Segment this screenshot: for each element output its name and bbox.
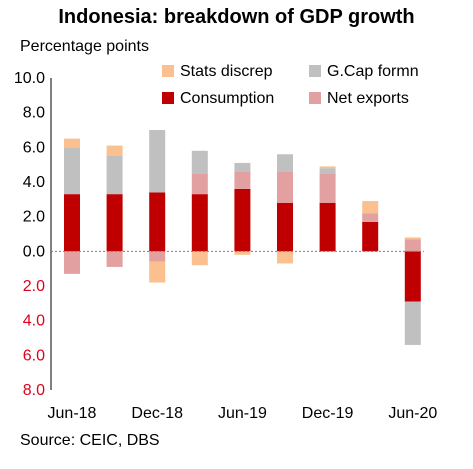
legend-label: G.Cap formn bbox=[327, 63, 419, 80]
x-tick-label: Jun-20 bbox=[388, 405, 437, 422]
y-tick-label: 6.0 bbox=[23, 139, 45, 156]
y-axis-units-label: Percentage points bbox=[20, 38, 149, 55]
bar-segment bbox=[106, 194, 123, 252]
bar-segment bbox=[64, 251, 80, 274]
bar-segment bbox=[277, 171, 293, 203]
bar-segment bbox=[362, 201, 379, 214]
bar-segment bbox=[106, 251, 123, 267]
bar-segment bbox=[191, 194, 208, 252]
legend-label: Consumption bbox=[180, 90, 274, 107]
legend-label: Stats discrep bbox=[180, 63, 273, 80]
y-tick-label: 2.0 bbox=[23, 278, 45, 295]
legend-label: Net exports bbox=[327, 90, 409, 107]
source-note: Source: CEIC, DBS bbox=[20, 432, 160, 449]
bar-segment bbox=[149, 251, 166, 262]
bar-segment bbox=[277, 202, 293, 252]
bar-segment bbox=[277, 154, 293, 172]
bar-segment bbox=[106, 145, 123, 156]
y-tick-label: 8.0 bbox=[23, 382, 45, 399]
bar-segment bbox=[277, 251, 293, 264]
bar-segment bbox=[149, 192, 166, 252]
bar-segment bbox=[319, 173, 336, 203]
bar-segment bbox=[404, 251, 421, 302]
bar-segment bbox=[404, 237, 421, 240]
x-tick-label: Jun-18 bbox=[48, 405, 97, 422]
x-tick-label: Dec-18 bbox=[131, 405, 183, 422]
y-tick-label: 8.0 bbox=[23, 105, 45, 122]
bar-segment bbox=[404, 239, 421, 252]
bar-segment bbox=[234, 188, 251, 252]
bar-segment bbox=[106, 156, 123, 195]
bar-segment bbox=[191, 173, 208, 195]
bar-segment bbox=[362, 213, 379, 222]
y-tick-label: 0.0 bbox=[23, 243, 45, 260]
bar-segment bbox=[64, 138, 80, 148]
bar-segment bbox=[404, 301, 421, 345]
legend-swatch bbox=[309, 65, 321, 77]
x-tick-label: Dec-19 bbox=[302, 405, 354, 422]
bar-segment bbox=[319, 166, 336, 169]
bar-segment bbox=[149, 130, 166, 193]
bar-segment bbox=[234, 162, 251, 172]
y-tick-label: 2.0 bbox=[23, 209, 45, 226]
bar-segment bbox=[234, 251, 251, 255]
y-tick-label: 6.0 bbox=[23, 347, 45, 364]
legend-swatch bbox=[309, 92, 321, 104]
bar-segment bbox=[64, 147, 80, 195]
bar-segment bbox=[319, 202, 336, 252]
legend-swatch bbox=[162, 92, 174, 104]
bar-segment bbox=[234, 171, 251, 189]
y-tick-label: 10.0 bbox=[14, 70, 45, 87]
bar-segment bbox=[64, 194, 80, 252]
bar-segment bbox=[191, 150, 208, 174]
y-tick-label: 4.0 bbox=[23, 174, 45, 191]
bar-segment bbox=[362, 221, 379, 252]
chart-title: Indonesia: breakdown of GDP growth bbox=[58, 6, 415, 28]
bar-segment bbox=[191, 251, 208, 266]
y-tick-label: 4.0 bbox=[23, 313, 45, 330]
legend-swatch bbox=[162, 65, 174, 77]
x-tick-label: Jun-19 bbox=[218, 405, 267, 422]
legend: Stats discrep G.Cap formn Consumption Net e… bbox=[162, 63, 419, 107]
bar-segment bbox=[149, 261, 166, 283]
bar-segment bbox=[319, 168, 336, 174]
